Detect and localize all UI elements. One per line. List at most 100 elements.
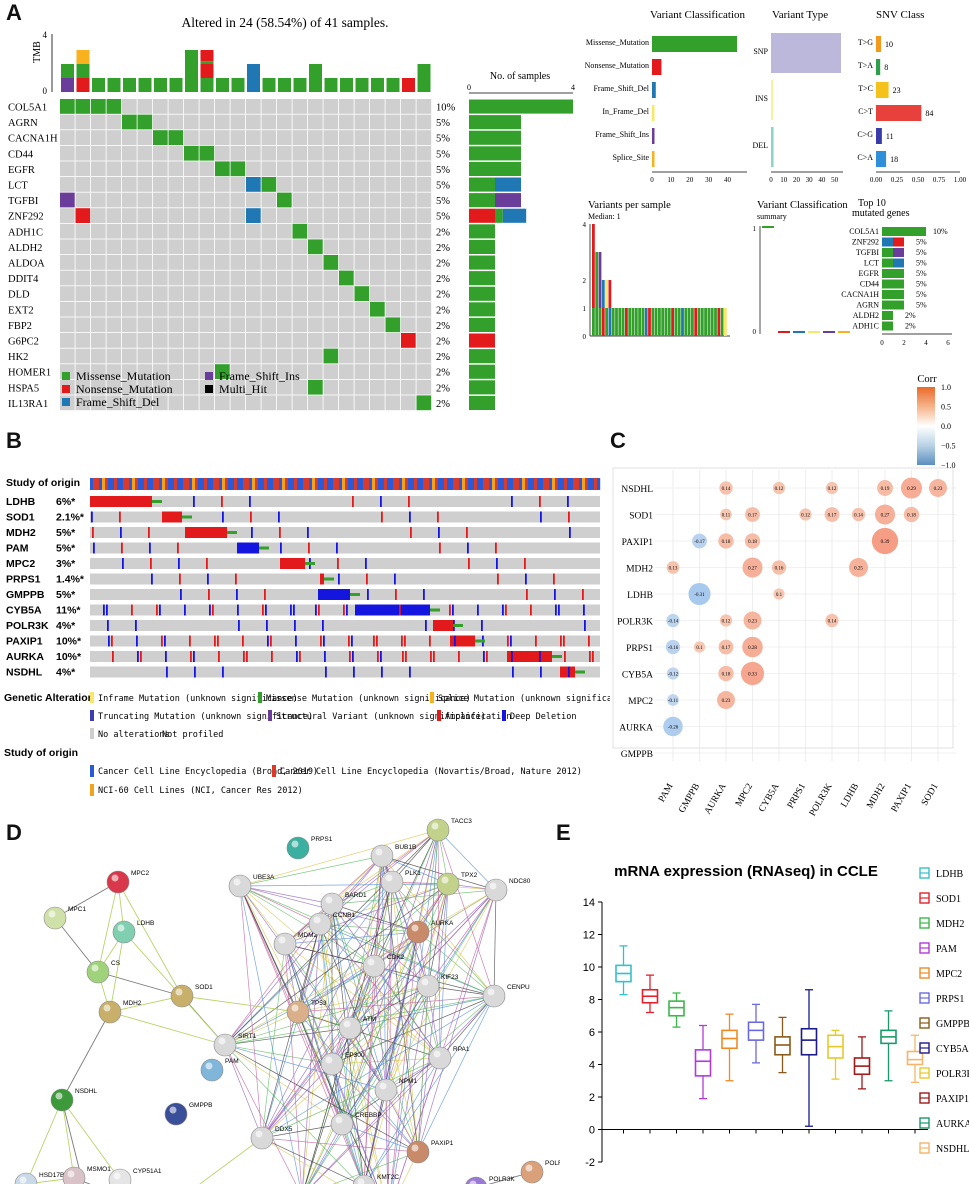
tmb-bar [355, 78, 369, 92]
cbio-tick [466, 527, 468, 538]
cbio-pct: 4%* [56, 667, 76, 679]
empty-cell [292, 301, 308, 317]
cbio-tick [190, 651, 192, 662]
vps-bar [601, 308, 605, 336]
study-cell [309, 478, 313, 490]
cbio-tick [568, 666, 570, 678]
empty-cell [292, 286, 308, 301]
cbio-tick [380, 496, 382, 507]
top10-bar [893, 237, 904, 247]
cbio-row [90, 511, 600, 523]
empty-cell [277, 239, 292, 255]
empty-cell [339, 379, 354, 395]
top10-gene: AGRN [856, 301, 879, 310]
cbio-mutation [575, 670, 585, 674]
mutation-cell [106, 99, 122, 114]
empty-cell [230, 114, 246, 130]
study-cell [315, 478, 319, 490]
empty-cell [354, 255, 370, 270]
corr-value: -0.11 [668, 699, 679, 704]
corr-circle [824, 507, 840, 522]
sample-count-bar [469, 239, 495, 254]
top10-pct: 5% [916, 269, 927, 278]
empty-cell [184, 239, 199, 255]
study-cell [504, 478, 508, 490]
tmb-bar [247, 64, 260, 92]
cbio-block [318, 589, 350, 600]
corr-value: -0.17 [694, 540, 705, 545]
nsamples-tick-4: 4 [571, 83, 575, 92]
ga-label: Inframe Mutation (unknown significance) [98, 694, 298, 704]
study-cell [162, 478, 166, 490]
cbio-tick [222, 511, 224, 523]
study-cell [525, 478, 529, 490]
empty-cell [106, 161, 122, 177]
cbio-tick [324, 651, 326, 662]
study-cell [420, 478, 424, 490]
network-node-label: MDH2 [123, 1000, 142, 1007]
empty-cell [91, 145, 106, 161]
vcs-box [808, 331, 820, 333]
corr-circle [874, 504, 896, 525]
network-edge [261, 923, 321, 1139]
empty-cell [199, 301, 215, 317]
corr-col-label: PAM [657, 782, 676, 805]
boxplot-title: mRNA expression (RNAseq) in CCLE [614, 863, 878, 880]
study-of-origin-label: Study of origin [6, 477, 80, 489]
empty-cell [184, 348, 199, 364]
network-edge [417, 995, 495, 1153]
empty-cell [199, 270, 215, 286]
empty-cell [339, 130, 354, 145]
network-node-highlight [325, 896, 333, 904]
empty-cell [323, 130, 339, 145]
tmb-bar [216, 78, 229, 92]
network-edge [341, 1123, 419, 1153]
empty-cell [106, 270, 122, 286]
cbio-tick [140, 651, 142, 662]
cbio-tick [568, 511, 570, 523]
mutation-cell [246, 208, 261, 223]
empty-cell [106, 301, 122, 317]
cbio-tick [349, 651, 351, 662]
network-edge [239, 885, 321, 925]
vc-label: In_Frame_Del [602, 107, 649, 116]
cbio-tick [318, 604, 320, 616]
cbio-tick [530, 604, 532, 616]
corr-circle [900, 477, 923, 499]
empty-cell [370, 130, 385, 145]
empty-cell [91, 130, 106, 145]
study-cell [282, 478, 286, 490]
empty-cell [339, 364, 354, 379]
y-tick-label: 4 [589, 1060, 595, 1072]
empty-cell [277, 333, 292, 348]
study-cell [168, 478, 172, 490]
top10-gene: ZNF292 [852, 238, 879, 247]
empty-cell [416, 301, 432, 317]
gene-label: ADH1C [8, 227, 43, 238]
empty-cell [308, 317, 323, 333]
network-node-highlight [117, 924, 125, 932]
study-cell [366, 478, 370, 490]
network-node-highlight [113, 1172, 121, 1180]
empty-cell [168, 208, 184, 223]
study-cell [447, 478, 451, 490]
top10-bar [882, 237, 893, 247]
gene-label: DLD [8, 290, 30, 301]
study-cell [555, 478, 559, 490]
empty-cell [91, 379, 106, 395]
empty-cell [246, 317, 261, 333]
corr-value: 0.39 [881, 540, 890, 545]
empty-cell [215, 301, 230, 317]
study-cell [147, 478, 151, 490]
mutation-cell [261, 177, 277, 192]
cbio-tick [217, 635, 219, 647]
study-cell [459, 478, 463, 490]
empty-cell [261, 114, 277, 130]
empty-cell [215, 145, 230, 161]
empty-cell [60, 317, 75, 333]
study-cell [186, 478, 190, 490]
cbio-tick [290, 604, 292, 616]
empty-cell [75, 161, 91, 177]
corr-row-label: AURKA [619, 724, 653, 734]
cbio-tick [323, 635, 325, 647]
